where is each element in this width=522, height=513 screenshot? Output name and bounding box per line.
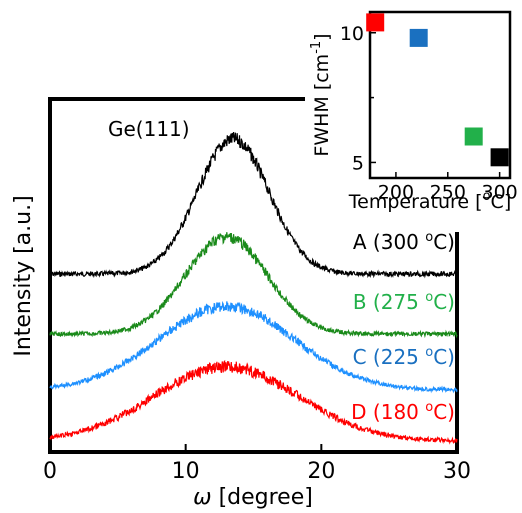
x-tick-label: 20 (307, 459, 335, 484)
series-label-main: A (300 (353, 230, 425, 254)
inset-x-title-tail: C] (491, 191, 512, 213)
spectrum-line-1 (49, 232, 458, 339)
series-label-tail: C) (433, 400, 455, 424)
main-x-axis-title: ω [degree] (193, 485, 313, 510)
inset-y-tick-label: 5 (352, 152, 364, 174)
inset-x-tick-label: 200 (378, 182, 414, 204)
series-label-1: B (275 oC) (353, 290, 455, 314)
inset-x-tick-label: 300 (481, 182, 517, 204)
series-label-main: C (225 (353, 345, 426, 369)
spectrum-line-0 (49, 131, 458, 279)
inset-point-1 (409, 28, 428, 47)
series-label-0: A (300 oC) (353, 230, 455, 254)
series-label-sup: o (425, 230, 433, 245)
main-y-axis-title: Intensity [a.u.] (11, 195, 36, 356)
series-label-sup: o (425, 400, 433, 415)
inset-plot-frame (368, 10, 512, 180)
series-label-main: D (180 (351, 400, 425, 424)
inset-ticks: 200 250 300 5 10 (340, 23, 518, 204)
inset-y-title-sup: -1 (309, 41, 324, 54)
series-label-2: C (225 oC) (353, 345, 455, 369)
series-label-3: D (180 oC) (351, 400, 455, 424)
x-tick-label: 10 (172, 459, 200, 484)
inset-x-title-sup: o (483, 189, 491, 204)
spectrum-line-3 (49, 359, 458, 445)
inset-y-tick-label: 10 (340, 23, 364, 45)
series-label-tail: C) (433, 230, 455, 254)
series-labels: A (300 oC)B (275 oC)C (225 oC)D (180 oC) (351, 230, 455, 424)
inset-y-title-main: FWHM [cm (311, 54, 333, 157)
x-axis-omega: ω (193, 485, 211, 510)
x-axis-unit: [degree] (212, 485, 313, 510)
inset-x-tick-label: 250 (430, 182, 466, 204)
inset-point-0 (366, 13, 385, 32)
spectrum-line-2 (49, 300, 458, 394)
inset-point-2 (464, 127, 483, 146)
inset-points (366, 13, 509, 167)
series-label-sup: o (425, 290, 433, 305)
main-x-ticks: 0 10 20 30 (43, 444, 471, 484)
series-label-main: B (275 (353, 290, 425, 314)
x-tick-label: 0 (43, 459, 57, 484)
inset-x-title-main: Temperature [ (348, 191, 483, 213)
peak-annotation: Ge(111) (108, 117, 190, 141)
inset-y-title-tail: ] (311, 33, 333, 40)
series-label-tail: C) (433, 345, 455, 369)
inset-y-axis-title: FWHM [cm-1] (309, 33, 333, 156)
series-label-tail: C) (433, 290, 455, 314)
spectra-traces (49, 131, 458, 445)
inset-point-3 (490, 148, 509, 167)
inset-x-axis-title: Temperature [oC] (348, 189, 511, 213)
x-tick-label: 30 (443, 459, 471, 484)
series-label-sup: o (425, 345, 433, 360)
